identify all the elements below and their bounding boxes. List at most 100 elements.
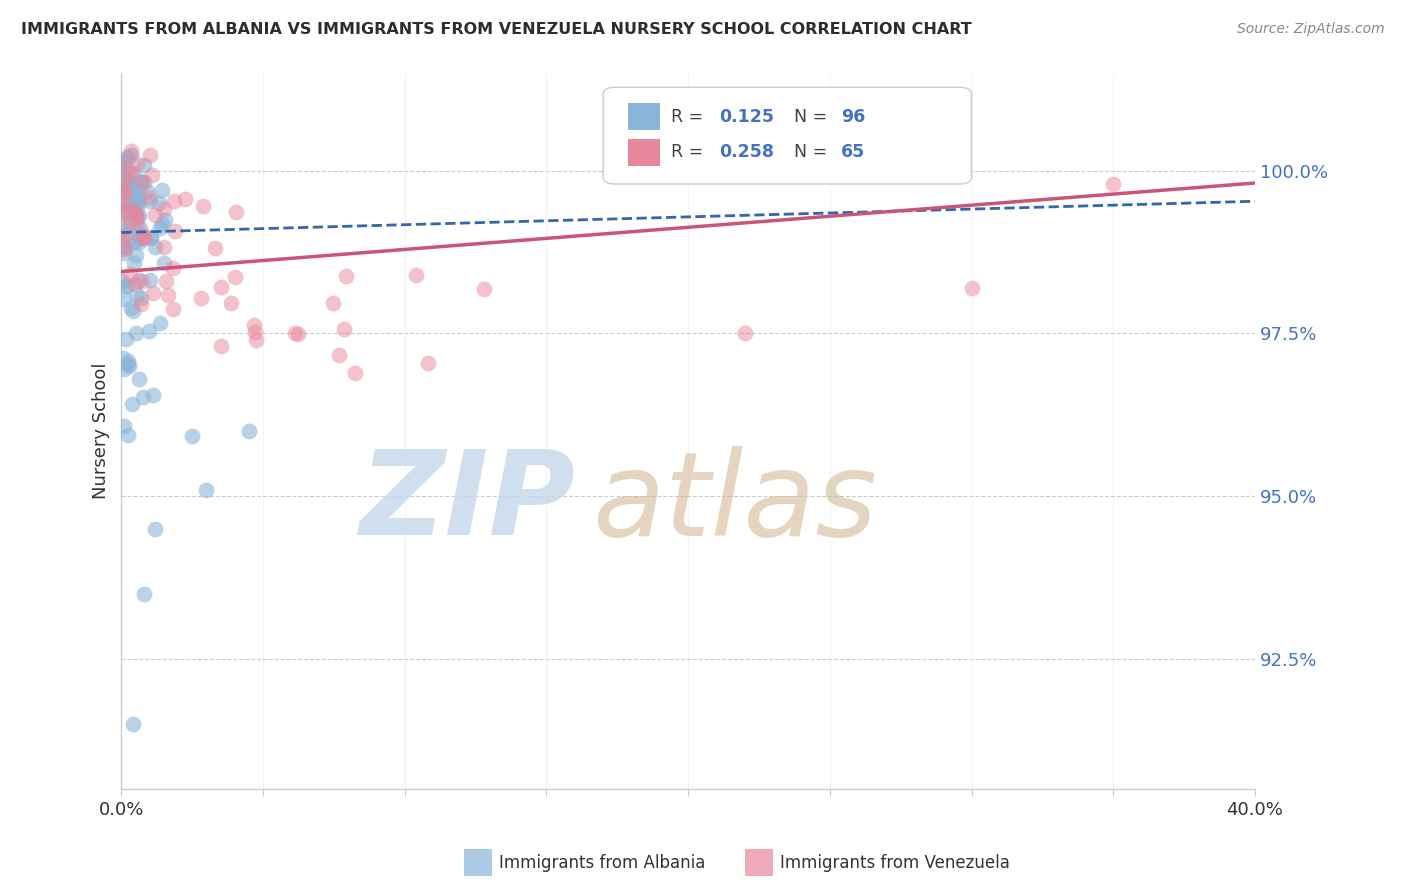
Bar <box>628 139 659 166</box>
Point <box>1102 177 1125 191</box>
Point <box>111 224 134 238</box>
Text: Immigrants from Albania: Immigrants from Albania <box>499 854 706 871</box>
Point <box>121 196 143 211</box>
Point <box>114 175 136 189</box>
Point <box>122 235 145 249</box>
Point <box>129 291 152 305</box>
Point <box>129 178 152 192</box>
Point <box>117 151 139 165</box>
Point <box>139 231 162 245</box>
Point <box>111 171 134 186</box>
Point <box>139 229 162 244</box>
Point <box>120 212 142 227</box>
Point <box>131 230 153 244</box>
Text: N =: N = <box>793 108 832 126</box>
Y-axis label: Nursery School: Nursery School <box>93 363 110 500</box>
Point <box>124 206 146 220</box>
Point <box>120 202 142 216</box>
Point <box>287 327 309 342</box>
Text: 65: 65 <box>841 144 866 161</box>
Point <box>141 168 163 182</box>
Bar <box>628 103 659 130</box>
Point <box>128 194 150 208</box>
Point <box>162 261 184 276</box>
Point <box>127 198 149 212</box>
Point <box>173 192 195 206</box>
Point <box>191 199 214 213</box>
Point <box>121 182 143 196</box>
Point <box>121 397 143 411</box>
Point <box>122 202 145 217</box>
Point <box>117 175 139 189</box>
Point <box>141 286 163 301</box>
Point <box>343 366 366 380</box>
Point <box>128 227 150 241</box>
Point <box>128 221 150 235</box>
Point <box>125 213 148 227</box>
Point <box>138 190 160 204</box>
Point <box>245 325 267 339</box>
Point <box>132 175 155 189</box>
Point <box>121 717 143 731</box>
Point <box>225 205 247 219</box>
Point <box>114 153 136 167</box>
Point <box>204 241 226 255</box>
Point <box>114 162 136 177</box>
Point <box>114 183 136 197</box>
Point <box>125 195 148 210</box>
Point <box>112 239 135 253</box>
Point <box>129 174 152 188</box>
Point <box>124 182 146 196</box>
Point <box>155 274 177 288</box>
Point <box>115 150 138 164</box>
Point <box>243 318 266 332</box>
Text: N =: N = <box>793 144 832 161</box>
Point <box>134 231 156 245</box>
Point <box>122 256 145 270</box>
Point <box>245 333 267 347</box>
Point <box>125 288 148 302</box>
Point <box>128 232 150 246</box>
Point <box>139 194 162 209</box>
Point <box>127 210 149 224</box>
FancyBboxPatch shape <box>603 87 972 184</box>
Point <box>960 281 983 295</box>
Point <box>142 388 165 402</box>
Point <box>328 349 350 363</box>
Point <box>153 239 176 253</box>
Point <box>112 185 135 199</box>
Point <box>148 220 170 235</box>
Point <box>122 165 145 179</box>
Point <box>117 226 139 240</box>
Point <box>131 175 153 189</box>
Text: 0.258: 0.258 <box>718 144 773 161</box>
Point <box>131 274 153 288</box>
Point <box>284 326 307 340</box>
Point <box>114 170 136 185</box>
Text: atlas: atlas <box>592 446 877 559</box>
Point <box>224 270 246 285</box>
Point <box>112 197 135 211</box>
Point <box>112 195 135 210</box>
Point <box>333 322 356 336</box>
Point <box>162 302 184 317</box>
Point <box>111 154 134 169</box>
Point <box>153 256 176 270</box>
Point <box>148 196 170 211</box>
Point <box>125 248 148 262</box>
Point <box>156 288 179 302</box>
Point <box>335 268 357 283</box>
Point <box>190 291 212 305</box>
Point <box>115 332 138 346</box>
Point <box>118 201 141 215</box>
Point <box>114 183 136 197</box>
Point <box>115 228 138 243</box>
Point <box>195 483 218 497</box>
Point <box>149 316 172 330</box>
Point <box>131 390 153 404</box>
Point <box>124 277 146 291</box>
Point <box>111 157 134 171</box>
Point <box>136 185 159 199</box>
Point <box>153 202 176 216</box>
Point <box>125 326 148 341</box>
